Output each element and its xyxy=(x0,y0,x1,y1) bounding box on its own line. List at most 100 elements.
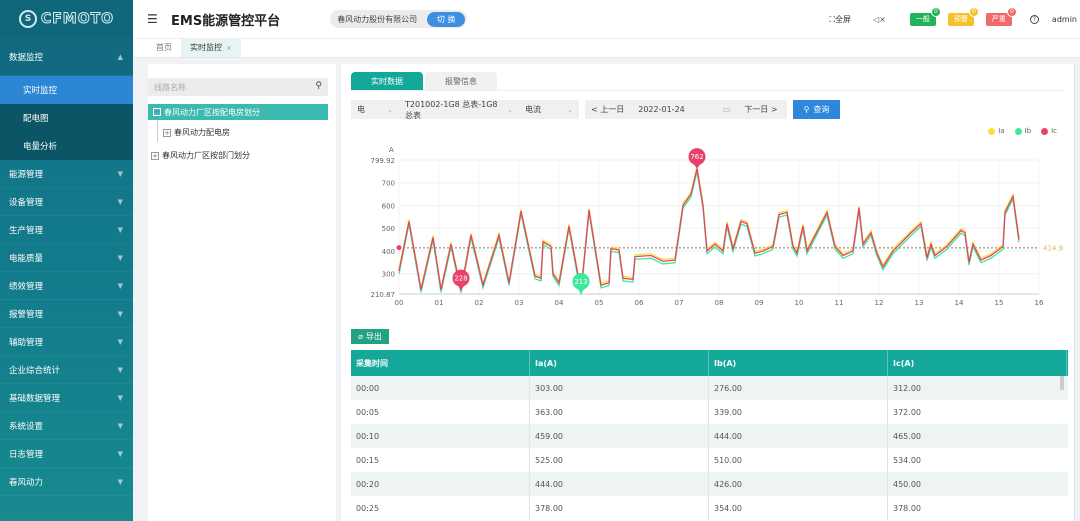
sidebar-subitem-distribution[interactable]: 配电图 xyxy=(0,104,133,132)
svg-text:08: 08 xyxy=(715,299,724,307)
mute-icon[interactable]: ◁× xyxy=(873,14,886,24)
sidebar-item[interactable]: 生产管理 ▼ xyxy=(0,216,133,244)
sidebar-item[interactable]: 设备管理 ▼ xyxy=(0,188,133,216)
chevron-up-icon: ▲ xyxy=(117,52,123,61)
table-row[interactable]: 00:10 459.00 444.00 465.00 xyxy=(351,424,1068,448)
tab-realtime-monitor[interactable]: 实时监控 × xyxy=(181,38,241,57)
sidebar-item[interactable]: 日志管理 ▼ xyxy=(0,440,133,468)
legend-ib[interactable]: Ib xyxy=(1014,127,1031,135)
energy-type-select[interactable]: 电 ⌄ xyxy=(351,100,399,119)
table-cell: 426.00 xyxy=(709,472,888,496)
sidebar-item-label: 基础数据管理 xyxy=(9,393,61,404)
export-button[interactable]: ⌀ 导出 xyxy=(351,329,389,344)
sidebar-item[interactable]: 电能质量 ▼ xyxy=(0,244,133,272)
table-cell: 00:15 xyxy=(351,448,530,472)
tab-realtime-data[interactable]: 实时数据 xyxy=(351,72,423,90)
chevron-down-icon: ▼ xyxy=(117,393,123,402)
sidebar-item-label: 能源管理 xyxy=(9,169,44,180)
query-button[interactable]: ⚲ 查询 xyxy=(793,100,840,119)
table-cell: 444.00 xyxy=(530,472,709,496)
tree-guide-line xyxy=(157,120,158,142)
table-cell: 312.00 xyxy=(893,383,921,393)
chevron-down-icon: ▼ xyxy=(117,169,123,178)
sidebar-item[interactable]: 报警管理 ▼ xyxy=(0,300,133,328)
column-header: 采集时间 xyxy=(351,350,530,376)
sidebar-item-label: 配电图 xyxy=(23,114,49,124)
column-header: Ic(A) xyxy=(888,350,1067,376)
switch-company-button[interactable]: 切 换 xyxy=(427,11,466,27)
line-search-input[interactable]: 线路名称 ⚲ xyxy=(148,78,328,96)
legend-ia[interactable]: Ia xyxy=(988,127,1005,135)
alarm-badge-severe[interactable]: 严重 0 xyxy=(985,6,1017,26)
sidebar-item[interactable]: 系统设置 ▼ xyxy=(0,412,133,440)
sidebar-group-data-monitor[interactable]: 数据监控 ▲ xyxy=(0,38,133,76)
select-value: 电流 xyxy=(525,105,541,114)
table-row[interactable]: 00:25 378.00 354.00 378.00 xyxy=(351,496,1068,520)
svg-text:05: 05 xyxy=(595,299,604,307)
page-tabs: 首页 实时监控 × xyxy=(133,38,1080,58)
user-menu[interactable]: admin xyxy=(1051,14,1077,24)
svg-text:762: 762 xyxy=(690,153,703,161)
table-row[interactable]: 00:00 303.00 276.00 312.00 xyxy=(351,376,1068,400)
collapse-icon[interactable]: − xyxy=(153,108,161,116)
parameter-select[interactable]: 电流 ⌄ xyxy=(519,100,579,119)
tree-node-power-room[interactable]: + 春风动力配电房 xyxy=(163,127,230,138)
tab-label: 首页 xyxy=(156,43,172,52)
table-cell: 00:20 xyxy=(351,472,530,496)
next-day-button[interactable]: 下一日 > xyxy=(744,105,778,114)
svg-text:10: 10 xyxy=(795,299,804,307)
alarm-badge-warning[interactable]: 预警 0 xyxy=(947,6,979,26)
sidebar-item-label: 设备管理 xyxy=(9,197,44,208)
prev-day-button[interactable]: < 上一日 xyxy=(591,105,625,114)
tab-home[interactable]: 首页 xyxy=(147,38,181,57)
divider xyxy=(351,90,1064,91)
table-scrollbar[interactable] xyxy=(1060,376,1064,390)
table-cell: 450.00 xyxy=(893,479,921,489)
table-cell: 465.00 xyxy=(893,431,921,441)
alarm-badge-general[interactable]: 一般 0 xyxy=(909,6,941,26)
expand-icon[interactable]: + xyxy=(163,128,171,137)
tree-node-label: 春风动力厂区按配电房划分 xyxy=(164,107,260,117)
sidebar-item[interactable]: 能源管理 ▼ xyxy=(0,160,133,188)
svg-text:15: 15 xyxy=(995,299,1004,307)
calendar-icon[interactable]: ▭ xyxy=(722,105,731,114)
sidebar-item-label: 系统设置 xyxy=(9,421,44,432)
help-icon[interactable]: ? xyxy=(1029,14,1039,24)
badge-count: 0 xyxy=(930,6,941,17)
menu-toggle-icon[interactable]: ☰ xyxy=(147,12,158,26)
tree-node-by-dept[interactable]: + 春风动力厂区按部门划分 xyxy=(151,150,250,161)
table-header: 采集时间 Ia(A) Ib(A) Ic(A) xyxy=(351,350,1068,376)
legend-ic[interactable]: Ic xyxy=(1041,127,1057,135)
sidebar-item-label: 日志管理 xyxy=(9,449,44,460)
date-range: < 上一日 2022-01-24 ▭ 下一日 > xyxy=(585,100,787,119)
fullscreen-button[interactable]: ⛶全屏 xyxy=(829,14,851,25)
table-cell: 00:05 xyxy=(351,400,530,424)
tree-panel: 线路名称 ⚲ − 春风动力厂区按配电房划分 + 春风动力配电房 + 春风动力厂区… xyxy=(148,64,336,521)
sidebar-item[interactable]: 基础数据管理 ▼ xyxy=(0,384,133,412)
table-cell: 378.00 xyxy=(893,503,921,513)
close-icon[interactable]: × xyxy=(226,43,232,52)
tree-node-by-room[interactable]: − 春风动力厂区按配电房划分 xyxy=(148,104,328,120)
date-input[interactable]: 2022-01-24 xyxy=(638,105,685,114)
sidebar-subitem-power-analysis[interactable]: 电量分析 xyxy=(0,132,133,160)
sidebar-subitem-realtime[interactable]: 实时监控 xyxy=(0,76,133,104)
table-cell: 303.00 xyxy=(530,376,709,400)
svg-text:11: 11 xyxy=(835,299,844,307)
table-row[interactable]: 00:05 363.00 339.00 372.00 xyxy=(351,400,1068,424)
table-row[interactable]: 00:20 444.00 426.00 450.00 xyxy=(351,472,1068,496)
chevron-down-icon: ▼ xyxy=(117,477,123,486)
fullscreen-icon: ⛶ xyxy=(829,14,836,24)
sidebar-item[interactable]: 春风动力 ▼ xyxy=(0,468,133,496)
sidebar-item[interactable]: 企业综合统计 ▼ xyxy=(0,356,133,384)
table-cell: 00:25 xyxy=(351,496,530,520)
table-row[interactable]: 00:15 525.00 510.00 534.00 xyxy=(351,448,1068,472)
search-icon[interactable]: ⚲ xyxy=(315,81,322,91)
expand-icon[interactable]: + xyxy=(151,151,159,160)
svg-text:300: 300 xyxy=(382,271,395,279)
sidebar-item[interactable]: 绩效管理 ▼ xyxy=(0,272,133,300)
chart-plot: 799.92 700 600 500 400 300 210.87 A 00 01 02 03 04 05… xyxy=(371,146,1064,307)
tab-alarm-info[interactable]: 报警信息 xyxy=(425,72,497,90)
sidebar-item[interactable]: 辅助管理 ▼ xyxy=(0,328,133,356)
svg-text:04: 04 xyxy=(555,299,564,307)
meter-select[interactable]: T201002-1G8 总表-1G8 总表 ⌄ xyxy=(399,100,519,120)
